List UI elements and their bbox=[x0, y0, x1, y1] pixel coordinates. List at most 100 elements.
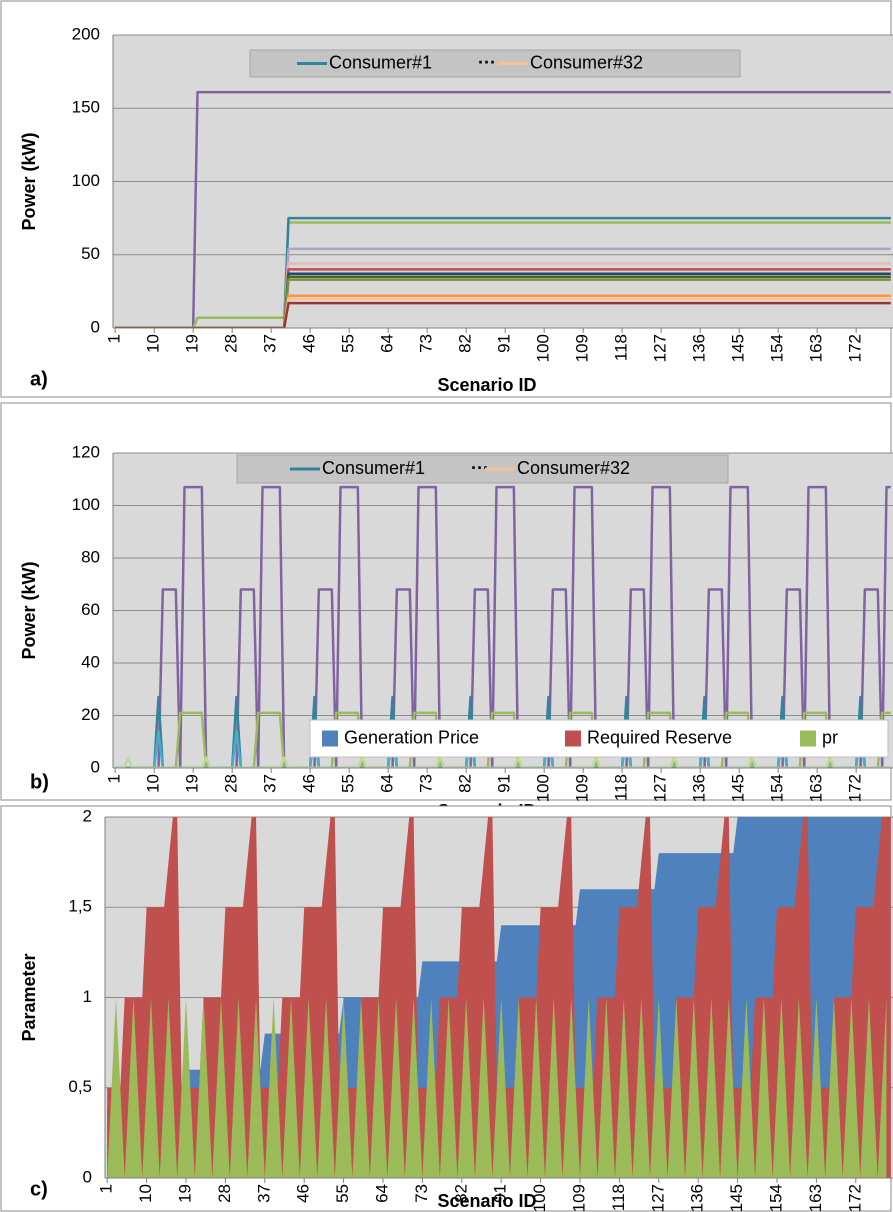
x-tick-label: 91 bbox=[495, 774, 514, 793]
line bbox=[115, 275, 891, 328]
line bbox=[115, 216, 891, 328]
legend-label: Consumer#32 bbox=[517, 458, 630, 478]
y-tick-label: 1 bbox=[83, 987, 92, 1006]
x-tick-label: 19 bbox=[183, 774, 202, 793]
legend: Consumer#1 ··· Consumer#32 bbox=[236, 454, 729, 484]
x-tick-label: 82 bbox=[456, 774, 475, 793]
y-tick-label: 20 bbox=[81, 705, 100, 724]
legend-box bbox=[249, 49, 741, 78]
x-tick-label: 10 bbox=[144, 334, 163, 353]
legend-label: Consumer#32 bbox=[530, 52, 643, 72]
x-tick-label: 118 bbox=[612, 774, 631, 801]
legend-label: pr bbox=[822, 727, 838, 747]
line bbox=[115, 262, 891, 328]
y-tick-label: 150 bbox=[72, 98, 100, 117]
line bbox=[115, 221, 891, 328]
x-tick-label: 64 bbox=[378, 774, 397, 793]
legend-label: Consumer#1 bbox=[322, 458, 425, 478]
x-tick-label: 127 bbox=[651, 334, 670, 362]
line bbox=[115, 90, 891, 328]
chart-panel: 0 20 40 60 80 100 120 1 10 19 28 37 46 55 64 73 82 91 100 1… bbox=[0, 402, 893, 821]
x-tick-label: 73 bbox=[412, 1184, 431, 1203]
y-tick-label: 2 bbox=[83, 806, 92, 825]
x-tick-label: 91 bbox=[491, 1184, 510, 1203]
x-tick-label: 37 bbox=[261, 774, 280, 793]
panel-label: a) bbox=[30, 368, 48, 390]
panel-label: c) bbox=[30, 1178, 48, 1200]
y-tick-label: 0,5 bbox=[68, 1077, 92, 1096]
x-tick-label: 19 bbox=[175, 1184, 194, 1203]
x-tick-label: 55 bbox=[339, 334, 358, 353]
x-tick-label: 64 bbox=[372, 1184, 391, 1203]
legend-label: Generation Price bbox=[344, 727, 479, 747]
x-tick-label: 28 bbox=[215, 1184, 234, 1203]
x-tick-label: 55 bbox=[333, 1184, 352, 1203]
plot-marks bbox=[115, 90, 891, 328]
x-tick-label: 118 bbox=[612, 334, 631, 361]
x-tick-label: 172 bbox=[846, 774, 865, 802]
legend: Generation Price Required Reserve pr bbox=[309, 719, 889, 758]
legend: Consumer#1 ··· Consumer#32 bbox=[249, 49, 741, 78]
x-tick-label: 10 bbox=[144, 774, 163, 793]
x-tick-label: 64 bbox=[378, 334, 397, 353]
x-tick-label: 46 bbox=[294, 1184, 313, 1203]
x-tick-label: 154 bbox=[768, 334, 787, 362]
y-tick-label: 80 bbox=[81, 547, 100, 566]
y-tick-label: 100 bbox=[72, 171, 100, 190]
x-tick-label: 1 bbox=[105, 334, 124, 343]
x-tick-label: 145 bbox=[727, 1184, 746, 1212]
y-tick-label: 120 bbox=[72, 442, 100, 461]
line bbox=[115, 278, 891, 328]
x-tick-label: 163 bbox=[807, 774, 826, 802]
y-tick-label: 0 bbox=[91, 757, 100, 776]
line bbox=[115, 756, 891, 768]
x-tick-label: 28 bbox=[222, 334, 241, 353]
chart-panel: 00,511,521 10 19 28 37 46 55 64 73 82 91 100 109 118 1… bbox=[0, 719, 893, 1212]
line bbox=[115, 301, 891, 328]
x-tick-label: 145 bbox=[729, 334, 748, 362]
y-tick-label: 50 bbox=[81, 244, 100, 263]
line bbox=[115, 272, 891, 328]
legend-label: ··· bbox=[478, 52, 496, 72]
y-tick-label: 1,5 bbox=[68, 897, 92, 916]
x-tick-label: 82 bbox=[451, 1184, 470, 1203]
x-tick-label: 100 bbox=[530, 1184, 549, 1212]
x-axis-title: Scenario ID bbox=[437, 1191, 536, 1211]
line bbox=[115, 695, 891, 768]
x-tick-label: 46 bbox=[300, 334, 319, 353]
x-tick-label: 118 bbox=[609, 1184, 628, 1211]
y-tick-label: 100 bbox=[72, 495, 100, 514]
legend-swatch bbox=[322, 730, 338, 747]
y-axis-title: Power (kW) bbox=[19, 561, 39, 659]
x-tick-label: 163 bbox=[806, 1184, 825, 1212]
x-tick-label: 82 bbox=[456, 334, 475, 353]
legend-label: ··· bbox=[471, 458, 489, 478]
x-tick-label: 55 bbox=[339, 774, 358, 793]
x-tick-label: 136 bbox=[690, 334, 709, 362]
y-tick-label: 40 bbox=[81, 652, 100, 671]
line bbox=[115, 297, 891, 328]
x-tick-label: 127 bbox=[651, 774, 670, 802]
x-tick-label: 172 bbox=[845, 1184, 864, 1212]
x-tick-label: 154 bbox=[768, 774, 787, 802]
x-tick-label: 100 bbox=[534, 334, 553, 362]
x-tick-label: 37 bbox=[261, 334, 280, 353]
legend-swatch bbox=[565, 730, 581, 747]
legend-label: Consumer#1 bbox=[329, 52, 432, 72]
x-tick-label: 172 bbox=[846, 334, 865, 362]
legend-label: Required Reserve bbox=[587, 727, 732, 747]
y-tick-label: 0 bbox=[91, 317, 100, 336]
x-tick-label: 10 bbox=[136, 1184, 155, 1203]
x-tick-label: 109 bbox=[573, 774, 592, 802]
x-tick-label: 109 bbox=[569, 1184, 588, 1212]
x-tick-label: 37 bbox=[254, 1184, 273, 1203]
area bbox=[107, 997, 887, 1178]
x-axis-title: Scenario ID bbox=[437, 375, 536, 395]
chart-panel: 0 50 100 150 200 1 10 19 28 37 46 55 64 73 82 91 100 109 1… bbox=[0, 0, 893, 398]
x-tick-label: 19 bbox=[183, 334, 202, 353]
x-tick-label: 73 bbox=[417, 334, 436, 353]
y-tick-label: 0 bbox=[83, 1167, 92, 1186]
legend-box bbox=[309, 719, 889, 758]
